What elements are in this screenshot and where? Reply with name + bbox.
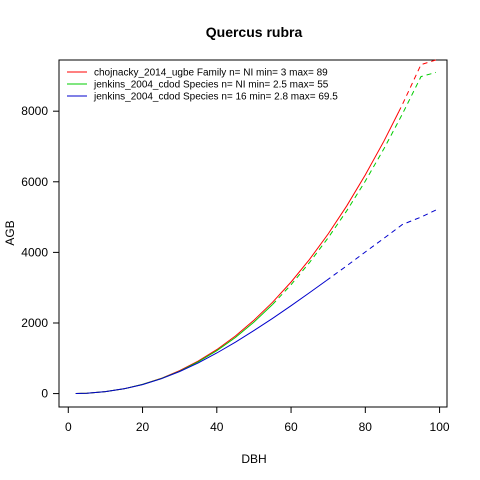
legend-label-3: jenkins_2004_cdod Species n= 16 min= 2.8… [93, 92, 338, 103]
x-axis-label: DBH [241, 452, 266, 466]
legend: chojnacky_2014_ugbe Family n= NI min= 3 … [67, 68, 338, 103]
series-line-dashed-1 [398, 59, 437, 113]
y-tick-label: 2000 [21, 316, 48, 330]
legend-label-1: chojnacky_2014_ugbe Family n= NI min= 3 … [94, 68, 328, 79]
x-tick-label: 0 [65, 420, 72, 434]
x-tick-label: 60 [284, 420, 298, 434]
y-tick-label: 6000 [21, 175, 48, 189]
y-axis: 0 2000 4000 6000 8000 [21, 104, 59, 401]
x-tick-label: 100 [430, 420, 450, 434]
y-tick-label: 0 [41, 387, 48, 401]
plot-frame [58, 59, 448, 408]
x-tick-label: 20 [136, 420, 150, 434]
series-line-solid-3 [75, 280, 327, 394]
series-layer [75, 59, 437, 394]
x-tick-label: 80 [359, 420, 373, 434]
series-line-dashed-2 [272, 71, 437, 305]
legend-label-2: jenkins_2004_cdod Species n= NI min= 2.5… [93, 80, 329, 91]
x-tick-label: 40 [210, 420, 224, 434]
y-axis-label: AGB [3, 220, 17, 245]
chart-title: Quercus rubra [206, 24, 303, 40]
y-tick-label: 4000 [21, 245, 48, 259]
x-axis: 0 20 40 60 80 100 [65, 407, 450, 434]
y-tick-label: 8000 [21, 104, 48, 118]
